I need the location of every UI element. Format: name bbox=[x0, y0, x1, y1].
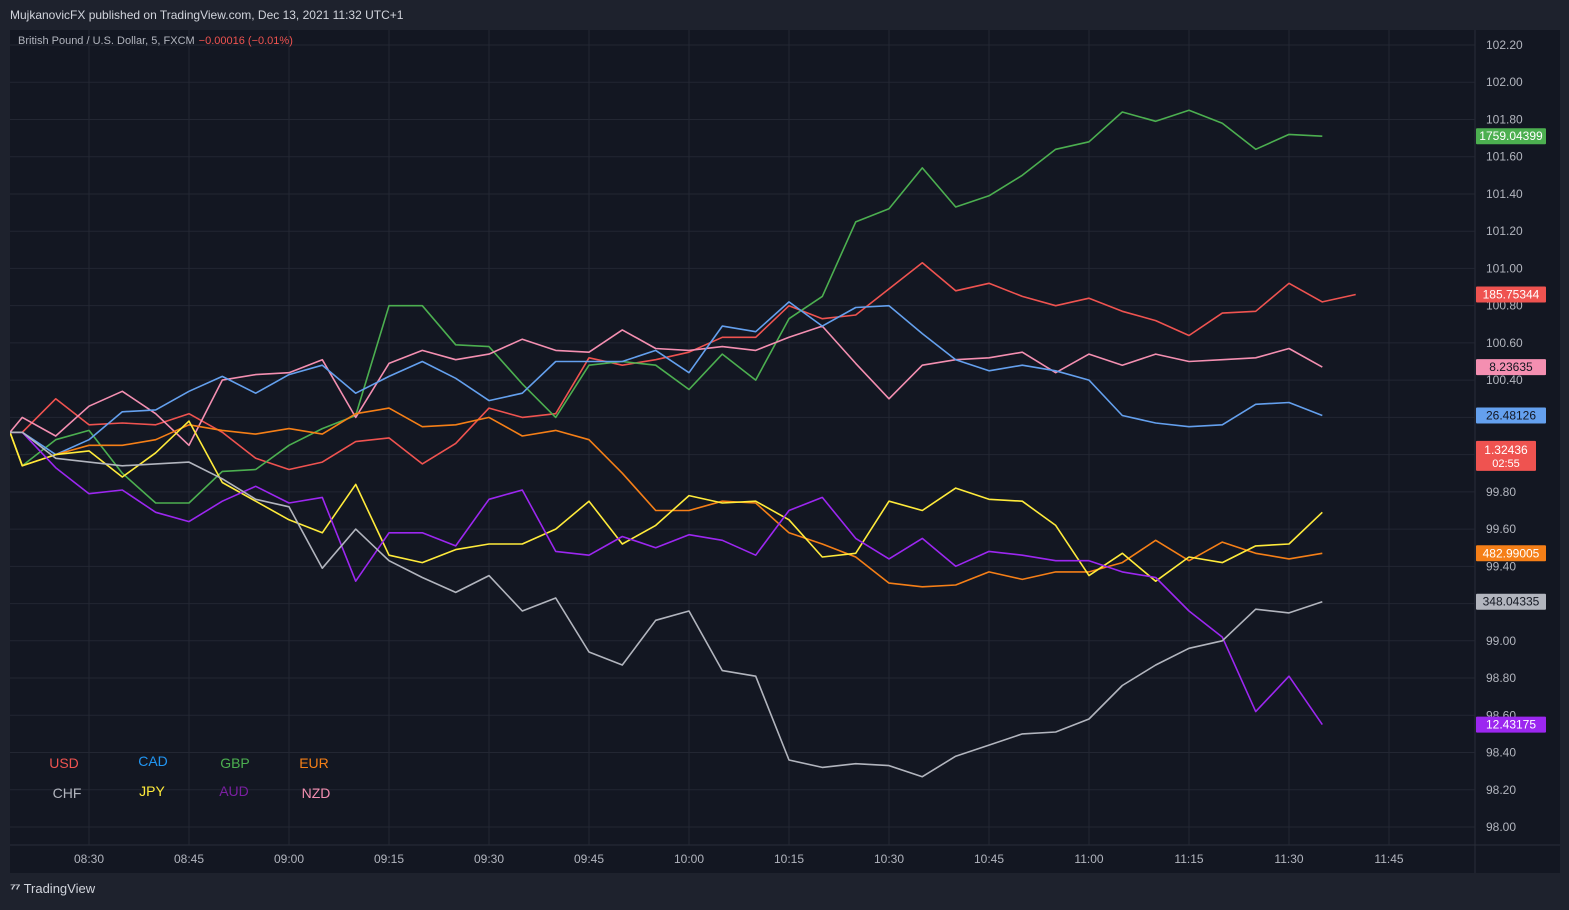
current-price-label: 1.32436 bbox=[1484, 443, 1528, 457]
series-line-chf bbox=[10, 431, 1323, 778]
footer-brand: TradingView bbox=[23, 880, 96, 896]
series-line-aud bbox=[10, 431, 1323, 726]
price-label-aud: 12.43175 bbox=[1486, 718, 1536, 732]
publisher-text: MujkanovicFX published on TradingView.co… bbox=[10, 8, 404, 22]
price-label-bg-cad bbox=[1476, 407, 1546, 424]
price-label-cad: 26.48126 bbox=[1486, 409, 1536, 423]
legend-cad: CAD bbox=[138, 753, 168, 769]
current-price-label-bg bbox=[1476, 440, 1536, 471]
series-line-cad bbox=[10, 301, 1323, 456]
time-tick-label: 09:15 bbox=[374, 852, 404, 866]
time-tick-label: 08:45 bbox=[174, 852, 204, 866]
price-change: −0.00016 (−0.01%) bbox=[198, 35, 293, 47]
price-tick-label: 101.60 bbox=[1486, 150, 1523, 164]
tradingview-logo-icon: ⁷⁷ bbox=[10, 880, 21, 896]
time-tick-label: 10:30 bbox=[874, 852, 904, 866]
legend-aud: AUD bbox=[219, 783, 249, 799]
price-tick-label: 98.00 bbox=[1486, 820, 1516, 834]
price-label-eur: 482.99005 bbox=[1483, 546, 1540, 560]
price-tick-label: 102.20 bbox=[1486, 38, 1523, 52]
publish-header: MujkanovicFX published on TradingView.co… bbox=[0, 0, 1569, 30]
legend-usd: USD bbox=[49, 755, 79, 771]
series-line-eur bbox=[9, 407, 1323, 588]
chart-area[interactable]: 102.20 102.00 101.80 101.60 101.40 101.20 101.… bbox=[9, 30, 1560, 873]
series-line-usd bbox=[10, 262, 1356, 471]
price-tick-label: 101.80 bbox=[1486, 112, 1523, 126]
legend-chf: CHF bbox=[53, 785, 82, 801]
price-label-gbp: 1759.04399 bbox=[1479, 129, 1543, 143]
time-tick-label: 11:00 bbox=[1074, 852, 1103, 866]
price-tick-label: 102.00 bbox=[1486, 75, 1523, 89]
price-tick-label: 101.00 bbox=[1486, 261, 1523, 275]
legend-jpy: JPY bbox=[139, 783, 165, 799]
chart-svg[interactable]: 102.20 102.00 101.80 101.60 101.40 101.20 101.… bbox=[9, 30, 1560, 873]
series-line-gbp bbox=[9, 109, 1323, 504]
time-axis[interactable]: 08:30 08:45 09:00 09:15 09:30 09:45 10:00 10:15… bbox=[74, 852, 1404, 866]
price-labels: 185.75344 1759.04399 8.23635 26.48126 482.99… bbox=[1476, 128, 1546, 733]
price-tick-label: 101.20 bbox=[1486, 224, 1523, 238]
series-lines bbox=[9, 109, 1356, 778]
price-tick-label: 99.40 bbox=[1486, 559, 1516, 573]
price-label-nzd: 8.23635 bbox=[1489, 360, 1533, 374]
time-tick-label: 11:45 bbox=[1374, 852, 1403, 866]
countdown-label: 02:55 bbox=[1492, 458, 1520, 470]
series-line-nzd bbox=[9, 325, 1323, 447]
price-label-bg-usd bbox=[1476, 286, 1546, 303]
price-tick-label: 98.40 bbox=[1486, 746, 1516, 760]
price-label-chf: 348.04335 bbox=[1483, 595, 1540, 609]
time-tick-label: 08:30 bbox=[74, 852, 104, 866]
price-tick-label: 100.60 bbox=[1486, 336, 1523, 350]
price-tick-label: 100.40 bbox=[1486, 373, 1523, 387]
time-tick-label: 09:45 bbox=[574, 852, 604, 866]
currency-legend: USD CAD GBP EUR CHF JPY AUD NZD bbox=[49, 753, 330, 801]
time-tick-label: 11:30 bbox=[1274, 852, 1303, 866]
legend-nzd: NZD bbox=[302, 785, 331, 801]
price-tick-label: 98.20 bbox=[1486, 783, 1516, 797]
price-label-bg-chf bbox=[1476, 593, 1546, 610]
price-label-bg-eur bbox=[1476, 545, 1546, 562]
footer[interactable]: ⁷⁷ TradingView bbox=[10, 880, 95, 896]
time-tick-label: 10:00 bbox=[674, 852, 704, 866]
grid-lines bbox=[10, 30, 1560, 873]
price-tick-label: 99.80 bbox=[1486, 485, 1516, 499]
price-label-bg-nzd bbox=[1476, 359, 1546, 376]
price-label-bg-gbp bbox=[1476, 128, 1546, 145]
price-label-usd: 185.75344 bbox=[1483, 287, 1540, 301]
time-tick-label: 09:00 bbox=[274, 852, 304, 866]
time-tick-label: 10:15 bbox=[774, 852, 804, 866]
price-tick-label: 101.40 bbox=[1486, 187, 1523, 201]
price-tick-label: 99.60 bbox=[1486, 522, 1516, 536]
price-label-bg-aud bbox=[1476, 716, 1546, 733]
time-tick-label: 10:45 bbox=[974, 852, 1004, 866]
time-tick-label: 11:15 bbox=[1174, 852, 1203, 866]
price-tick-label: 99.00 bbox=[1486, 634, 1516, 648]
price-tick-label: 98.80 bbox=[1486, 671, 1516, 685]
legend-gbp: GBP bbox=[220, 755, 250, 771]
legend-eur: EUR bbox=[299, 755, 329, 771]
symbol-legend[interactable]: British Pound / U.S. Dollar, 5, FXCM −0.0… bbox=[18, 35, 293, 47]
symbol-title: British Pound / U.S. Dollar, 5, FXCM bbox=[18, 35, 195, 47]
price-axis[interactable]: 102.20 102.00 101.80 101.60 101.40 101.20 101.… bbox=[1486, 38, 1523, 834]
time-tick-label: 09:30 bbox=[474, 852, 504, 866]
series-line-jpy bbox=[9, 420, 1323, 582]
